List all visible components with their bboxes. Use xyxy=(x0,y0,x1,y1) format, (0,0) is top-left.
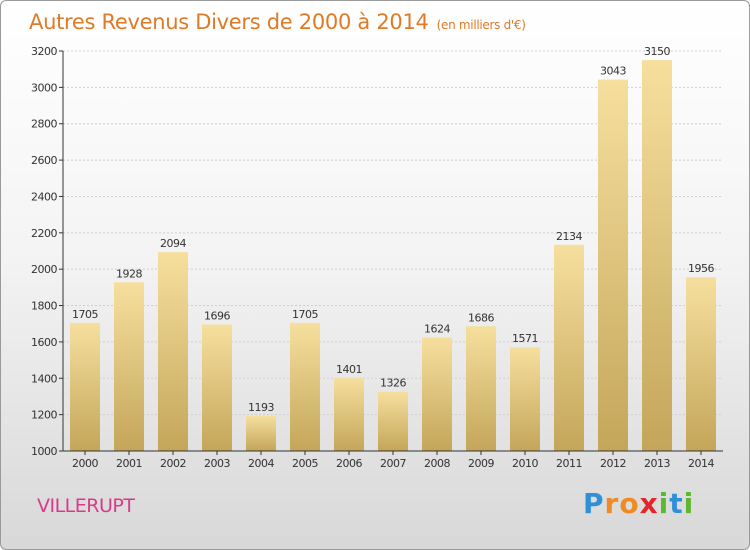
x-tick-label: 2002 xyxy=(160,457,186,470)
y-tick-label: 3000 xyxy=(31,81,57,94)
x-tick-label: 2000 xyxy=(72,457,98,470)
y-tick-label: 1800 xyxy=(31,300,57,313)
x-tick-label: 2009 xyxy=(468,457,494,470)
x-tick-label: 2011 xyxy=(556,457,582,470)
bar xyxy=(158,252,188,451)
chart-title: Autres Revenus Divers de 2000 à 2014 (en … xyxy=(29,10,526,34)
bar xyxy=(598,79,628,451)
data-label: 2094 xyxy=(160,237,186,250)
y-tick-label: 2600 xyxy=(31,154,57,167)
x-tick-label: 2013 xyxy=(644,457,670,470)
x-tick-label: 2004 xyxy=(248,457,274,470)
x-tick-labels: 2000 2001 2002 2003 2004 2005 2006 2007 2008 2009… xyxy=(72,457,715,470)
y-tick-label: 1200 xyxy=(31,409,57,422)
bar xyxy=(686,277,716,451)
y-tick-label: 2200 xyxy=(31,227,57,240)
y-tick-label: 2800 xyxy=(31,118,57,131)
logo-letter: i xyxy=(658,487,670,520)
data-label: 3150 xyxy=(644,45,670,58)
x-tick-label: 2001 xyxy=(116,457,142,470)
x-tick-label: 2003 xyxy=(204,457,230,470)
data-label: 1956 xyxy=(688,262,714,275)
data-label: 1193 xyxy=(248,401,274,414)
bar xyxy=(290,322,320,451)
bar xyxy=(378,391,408,451)
bar xyxy=(246,415,276,451)
data-label: 1686 xyxy=(468,311,494,324)
data-label: 1326 xyxy=(380,377,406,390)
bar xyxy=(114,282,144,451)
y-tick-label: 1400 xyxy=(31,372,57,385)
data-label: 1401 xyxy=(336,363,362,376)
chart-title-text: Autres Revenus Divers de 2000 à 2014 xyxy=(29,10,429,34)
axes xyxy=(59,50,723,455)
bar xyxy=(70,322,100,451)
data-label: 3043 xyxy=(600,65,626,78)
logo-letter: o xyxy=(619,487,640,520)
data-label: 1624 xyxy=(424,323,450,336)
data-label: 1696 xyxy=(204,309,230,322)
y-tick-label: 2000 xyxy=(31,263,57,276)
chart-subtitle: (en milliers d'€) xyxy=(436,18,526,32)
x-tick-label: 2007 xyxy=(380,457,406,470)
x-tick-label: 2008 xyxy=(424,457,450,470)
y-tick-label: 3200 xyxy=(31,45,57,58)
data-label: 1928 xyxy=(116,267,142,280)
proxiti-logo: Proxiti xyxy=(583,487,694,520)
data-labels: 1705 1928 2094 1696 1193 1705 1401 1326 1624 1686… xyxy=(72,45,715,414)
logo-letter: x xyxy=(639,487,659,520)
x-tick-label: 2005 xyxy=(292,457,318,470)
data-label: 1571 xyxy=(512,332,538,345)
data-label: 1705 xyxy=(292,308,318,321)
bar xyxy=(202,324,232,451)
bars xyxy=(70,60,716,451)
y-tick-label: 1000 xyxy=(31,445,57,458)
logo-letter: t xyxy=(669,487,684,520)
bar xyxy=(554,244,584,451)
bar xyxy=(510,347,540,451)
commune-name: VILLERUPT xyxy=(37,495,135,517)
data-label: 2134 xyxy=(556,230,582,243)
bar xyxy=(422,337,452,451)
logo-letter: P xyxy=(583,487,605,520)
x-tick-label: 2012 xyxy=(600,457,626,470)
bar xyxy=(642,60,672,451)
bar xyxy=(334,378,364,451)
logo-letter: i xyxy=(683,487,695,520)
x-tick-label: 2010 xyxy=(512,457,538,470)
x-tick-label: 2014 xyxy=(688,457,714,470)
y-tick-label: 1600 xyxy=(31,336,57,349)
data-label: 1705 xyxy=(72,308,98,321)
x-tick-label: 2006 xyxy=(336,457,362,470)
bar xyxy=(466,326,496,451)
y-tick-labels: 1000 1200 1400 1600 1800 2000 2200 2400 2600 2800… xyxy=(31,45,58,458)
logo-letter: r xyxy=(604,487,620,520)
y-tick-label: 2400 xyxy=(31,190,57,203)
